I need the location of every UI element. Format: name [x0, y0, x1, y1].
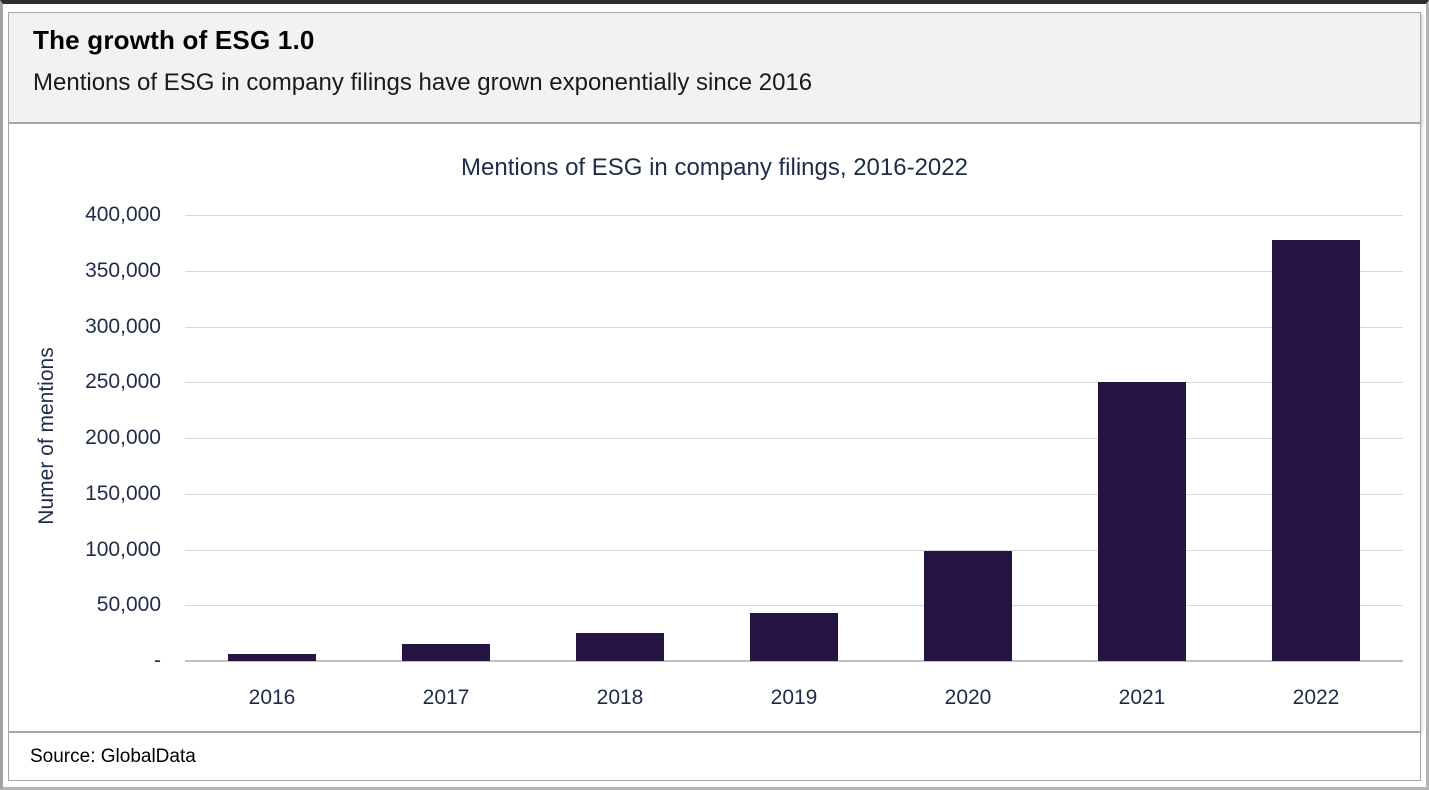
y-tick-label-100000: 100,000: [85, 537, 161, 561]
gridline-400000: [185, 215, 1403, 216]
x-tick-label-2021: 2021: [1118, 686, 1166, 709]
y-tick-label-50000: 50,000: [96, 593, 161, 617]
bar-2020: [924, 551, 1012, 661]
header-panel: The growth of ESG 1.0 Mentions of ESG in…: [8, 12, 1421, 123]
chart-title: Mentions of ESG in company filings, 2016…: [461, 154, 968, 181]
y-tick-label-250000: 250,000: [85, 370, 161, 394]
y-axis-tick-labels: - 50,000 100,000 150,000 200,000 250,000 300,0…: [9, 124, 161, 731]
footer-panel: Source: GlobalData: [8, 732, 1421, 781]
source-attribution: Source: GlobalData: [30, 745, 196, 767]
gridline-200000: [185, 438, 1403, 439]
page-subtitle: Mentions of ESG in company filings have …: [33, 69, 813, 97]
gridline-350000: [185, 270, 1403, 272]
y-tick-label-350000: 350,000: [85, 258, 161, 282]
bar-2017: [402, 644, 490, 661]
page-title: The growth of ESG 1.0: [33, 25, 315, 55]
gridline-150000: [185, 493, 1403, 495]
x-tick-label-2016: 2016: [248, 686, 296, 709]
bar-2021: [1098, 382, 1186, 661]
x-tick-label-2018: 2018: [596, 686, 644, 709]
x-tick-label-2020: 2020: [944, 686, 992, 709]
x-tick-label-2022: 2022: [1292, 686, 1340, 709]
x-axis-tick-labels: 2016 2017 2018 2019 2020 2021 2022: [185, 686, 1403, 712]
chart-panel: Mentions of ESG in company filings, 2016…: [8, 123, 1421, 732]
x-tick-label-2019: 2019: [770, 686, 818, 709]
gridline-250000: [185, 382, 1403, 384]
bar-2016: [228, 654, 316, 661]
y-tick-label-200000: 200,000: [85, 426, 161, 449]
gridline-50000: [185, 605, 1403, 607]
bar-2022: [1272, 240, 1360, 661]
bar-2019: [750, 613, 838, 661]
x-axis-baseline: [185, 660, 1403, 662]
y-tick-label-300000: 300,000: [85, 314, 161, 338]
y-tick-label-400000: 400,000: [85, 203, 161, 226]
y-tick-label-150000: 150,000: [85, 481, 161, 505]
gridline-300000: [185, 326, 1403, 328]
bar-2018: [576, 633, 664, 661]
x-tick-label-2017: 2017: [422, 686, 470, 709]
y-tick-label-0: -: [154, 649, 161, 672]
plot-area: [185, 215, 1403, 662]
gridline-100000: [185, 549, 1403, 551]
